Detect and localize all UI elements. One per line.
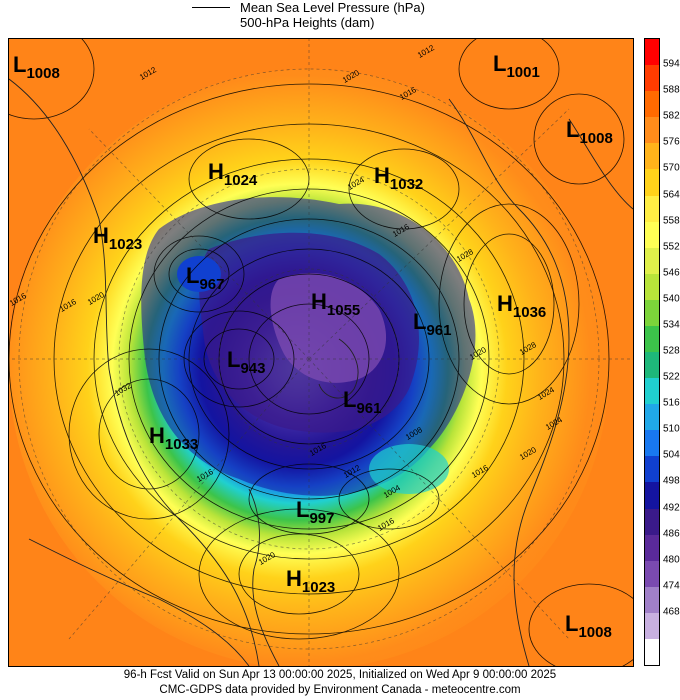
- colorbar-segment: [645, 91, 659, 118]
- data-credit-text: CMC-GDPS data provided by Environment Ca…: [159, 684, 521, 696]
- weather-map: L1008 L1001 L1008 H1024 H1032 H1023 L967…: [8, 38, 634, 667]
- colorbar-segment: [645, 247, 659, 275]
- colorbar-segment: [645, 430, 659, 457]
- low-center: L961: [413, 309, 452, 339]
- colorbar-segment: [645, 456, 659, 483]
- colorbar-tick-label: 552: [663, 241, 680, 253]
- colorbar-tick-label: 546: [663, 267, 680, 279]
- colorbar-segment: [645, 169, 659, 196]
- low-center: L1001: [493, 51, 540, 81]
- colorbar-tick-label: 564: [663, 189, 680, 200]
- colorbar-tick-label: 498: [663, 475, 680, 487]
- colorbar-tick-label: 558: [663, 215, 680, 227]
- colorbar-segment: [645, 534, 659, 562]
- legend-heights-label: 500-hPa Heights (dam): [240, 15, 375, 30]
- colorbar-segment: [645, 482, 659, 509]
- colorbar-tick-label: 570: [663, 162, 680, 174]
- colorbar-tick-label: 480: [663, 554, 680, 566]
- colorbar-segment: [645, 143, 659, 170]
- colorbar-tick-label: 504: [663, 449, 680, 461]
- map-legend: Mean Sea Level Pressure (hPa) 500-hPa He…: [0, 0, 680, 38]
- colorbar-segment: [645, 508, 659, 536]
- colorbar-segment: [645, 117, 659, 144]
- colorbar-segment: [645, 586, 659, 614]
- colorbar-tick-label: 510: [663, 423, 680, 435]
- high-center: H1024: [208, 159, 258, 189]
- legend-line-sample: [192, 7, 230, 8]
- colorbar-segment: [645, 638, 659, 666]
- high-center: H1023: [93, 223, 143, 253]
- colorbar-tick-label: 468: [663, 606, 680, 618]
- colorbar-tick-label: 576: [663, 136, 680, 148]
- colorbar-segment: [645, 612, 659, 640]
- colorbar-segment: [645, 560, 659, 588]
- legend-mslp-label: Mean Sea Level Pressure (hPa): [240, 0, 425, 15]
- colorbar-tick-label: 540: [663, 293, 680, 305]
- colorbar-segment: [645, 273, 659, 301]
- colorbar-segment: [645, 404, 659, 431]
- high-center: H1032: [374, 163, 424, 193]
- high-center: H1036: [497, 291, 547, 321]
- colorbar-tick-label: 594: [663, 58, 680, 70]
- high-center: H1055: [311, 289, 361, 319]
- colorbar-segment: [645, 325, 659, 353]
- forecast-valid-text: 96-h Fcst Valid on Sun Apr 13 00:00:00 2…: [123, 669, 557, 681]
- colorbar: [644, 38, 660, 666]
- colorbar-tick-label: 486: [663, 528, 680, 540]
- colorbar-tick-label: 528: [663, 345, 680, 357]
- colorbar-segment: [645, 65, 659, 92]
- colorbar-segment: [645, 378, 659, 405]
- height-field: [9, 39, 633, 666]
- colorbar-tick-label: 588: [663, 84, 680, 96]
- colorbar-tick-label: 582: [663, 110, 680, 122]
- colorbar-tick-label: 474: [663, 580, 680, 592]
- colorbar-segment: [645, 39, 659, 66]
- low-center: L1008: [566, 117, 613, 147]
- low-center: L967: [186, 263, 225, 293]
- colorbar-tick-label: 534: [663, 319, 680, 331]
- colorbar-segment: [645, 352, 659, 379]
- low-center: L1008: [13, 52, 60, 82]
- high-center: H1023: [286, 566, 336, 596]
- colorbar-segment: [645, 299, 659, 327]
- low-center: L997: [296, 497, 335, 527]
- colorbar-segment: [645, 195, 659, 223]
- high-center: H1033: [149, 423, 199, 453]
- colorbar-segment: [645, 221, 659, 249]
- colorbar-tick-label: 492: [663, 502, 680, 513]
- low-center: L943: [227, 347, 266, 377]
- colorbar-tick-label: 522: [663, 371, 680, 383]
- low-center: L961: [343, 387, 382, 417]
- colorbar-tick-label: 516: [663, 397, 680, 409]
- low-center: L1008: [565, 611, 612, 641]
